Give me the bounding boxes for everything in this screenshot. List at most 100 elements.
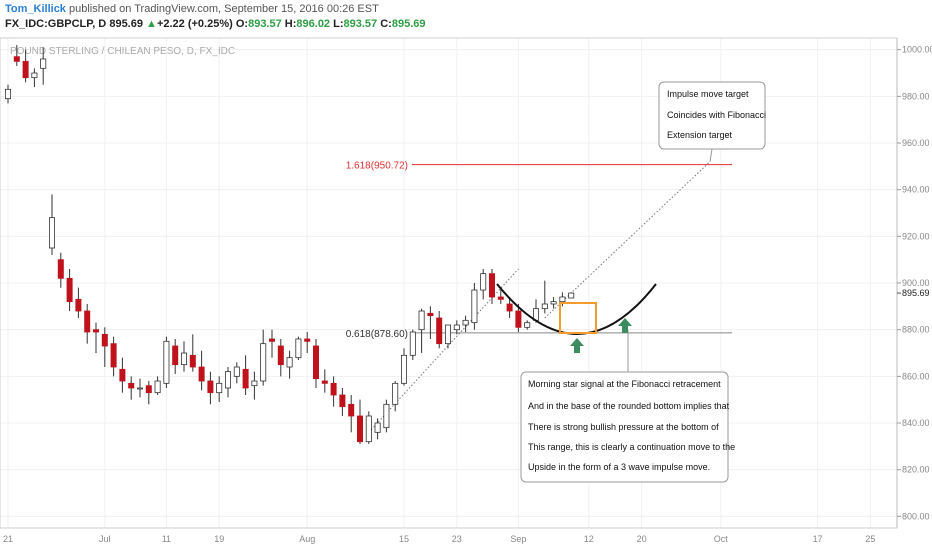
candle-body (101, 333, 108, 347)
callout-pointer (709, 148, 713, 162)
candle-body (356, 415, 363, 443)
y-tick-label: 940.00 (902, 185, 930, 195)
candle-body (330, 382, 337, 396)
candle-body (339, 394, 346, 408)
morning-star-box (559, 302, 597, 334)
candle-body (383, 403, 390, 429)
candle-body (286, 357, 293, 368)
time-axis: 21 Jul 11 19 Aug 15 23 Sep 12 20 Oct 17 25 (3, 534, 875, 544)
candle-body (189, 354, 196, 368)
x-tick-label: 20 (637, 534, 647, 544)
up-arrow-icon (570, 338, 584, 353)
candle-body (66, 277, 73, 303)
candle-body (488, 273, 495, 298)
candle-body (471, 289, 478, 324)
chart-title: POUND STERLING / CHILEAN PESO, D, FX_IDC (10, 46, 235, 57)
y-tick-label: 820.00 (902, 465, 930, 475)
candle-body (136, 387, 143, 390)
candle-body (13, 56, 20, 62)
candle-body (374, 422, 381, 433)
pattern-overlays (496, 283, 657, 353)
candle-body (49, 217, 56, 249)
candle-body (128, 382, 135, 389)
candle-body (418, 310, 425, 331)
x-tick-label: 23 (452, 534, 462, 544)
candle-body (172, 345, 179, 366)
candle-body (110, 343, 117, 368)
candle-body (233, 366, 240, 377)
y-tick-label: 880.00 (902, 325, 930, 335)
candle-body (154, 380, 161, 394)
annotation-line: Coincides with Fibonacci (667, 110, 766, 120)
candle-body (312, 345, 319, 380)
y-tick-label: 900.00 (902, 278, 930, 288)
candle-body (409, 331, 416, 356)
price-axis: 800.00 820.00 840.00 860.00 880.00 900.00 920.… (897, 45, 932, 521)
close-value: 895.69 (391, 18, 426, 30)
low-value: 893.57 (343, 18, 378, 30)
candle-body (480, 273, 487, 291)
candle-body (427, 312, 434, 317)
x-tick-label: Aug (299, 534, 315, 544)
y-tick-label: 960.00 (902, 138, 930, 148)
annotation-box (658, 81, 766, 150)
candle-body (216, 382, 223, 394)
candle-body (277, 345, 284, 366)
x-tick-label: Sep (510, 534, 526, 544)
annotation-line: Extension target (667, 130, 733, 140)
x-tick-label: Jul (99, 534, 111, 544)
annotation-line: Upside in the form of a 3 wave impulse m… (528, 462, 710, 472)
x-tick-label: 19 (214, 534, 224, 544)
candle-body (524, 322, 531, 328)
trend-line-projection (544, 161, 711, 319)
y-tick-label: 840.00 (902, 418, 930, 428)
candle-body (207, 380, 214, 394)
publish-info: Tom_Killick published on TradingView.com… (5, 3, 379, 15)
annotation-line: There is strong bullish pressure at the … (528, 422, 719, 432)
candle-body (5, 88, 11, 100)
candle-body (559, 296, 566, 303)
fib-level-label: 1.618(950.72) (346, 161, 408, 172)
x-tick-label: 25 (865, 534, 875, 544)
candle-body (436, 317, 443, 345)
annotation-morning-star[interactable]: Morning star signal at the Fibonacci ret… (520, 371, 735, 483)
candle-body (506, 303, 513, 312)
publish-text: published on TradingView.com, September … (65, 3, 379, 15)
y-tick-label: 860.00 (902, 371, 930, 381)
fib-level-label: 0.618(878.60) (346, 329, 408, 340)
candle-body (348, 403, 355, 417)
up-arrow-icon (618, 318, 632, 333)
x-tick-label: 12 (584, 534, 594, 544)
candle-body (550, 301, 557, 305)
change-value: +2.22 (+0.25%) (156, 18, 233, 30)
candles (5, 45, 575, 444)
candle-body (251, 380, 258, 387)
candle-body (365, 415, 372, 443)
candle-body (84, 310, 91, 333)
candle-body (40, 58, 47, 69)
x-tick-label: 15 (399, 534, 409, 544)
y-tick-label: 800.00 (902, 511, 930, 521)
candle-body (444, 324, 451, 345)
last-price: 895.69 (109, 18, 143, 30)
candle-body (198, 366, 205, 382)
candle-body (119, 368, 126, 382)
candle-body (22, 60, 29, 79)
open-label: O: (235, 18, 249, 30)
chart-header: Tom_Killick published on TradingView.com… (0, 0, 932, 36)
candle-body (268, 338, 275, 342)
annotation-line: Morning star signal at the Fibonacci ret… (528, 379, 721, 389)
candle-body (321, 380, 328, 384)
annotation-target[interactable]: Impulse move target Coincides with Fibon… (658, 81, 766, 150)
candle-body (497, 296, 504, 300)
candle-body (295, 338, 302, 359)
annotation-line: This range, this is clearly a continuati… (528, 442, 735, 452)
candle-body (400, 354, 407, 384)
candle-body (224, 371, 231, 389)
annotation-box (520, 371, 729, 483)
author-link[interactable]: Tom_Killick (5, 3, 66, 15)
trend-lines (368, 148, 713, 433)
last-price-label: 895.69 (902, 288, 930, 298)
last-price-tag: 895.69 (897, 288, 930, 298)
